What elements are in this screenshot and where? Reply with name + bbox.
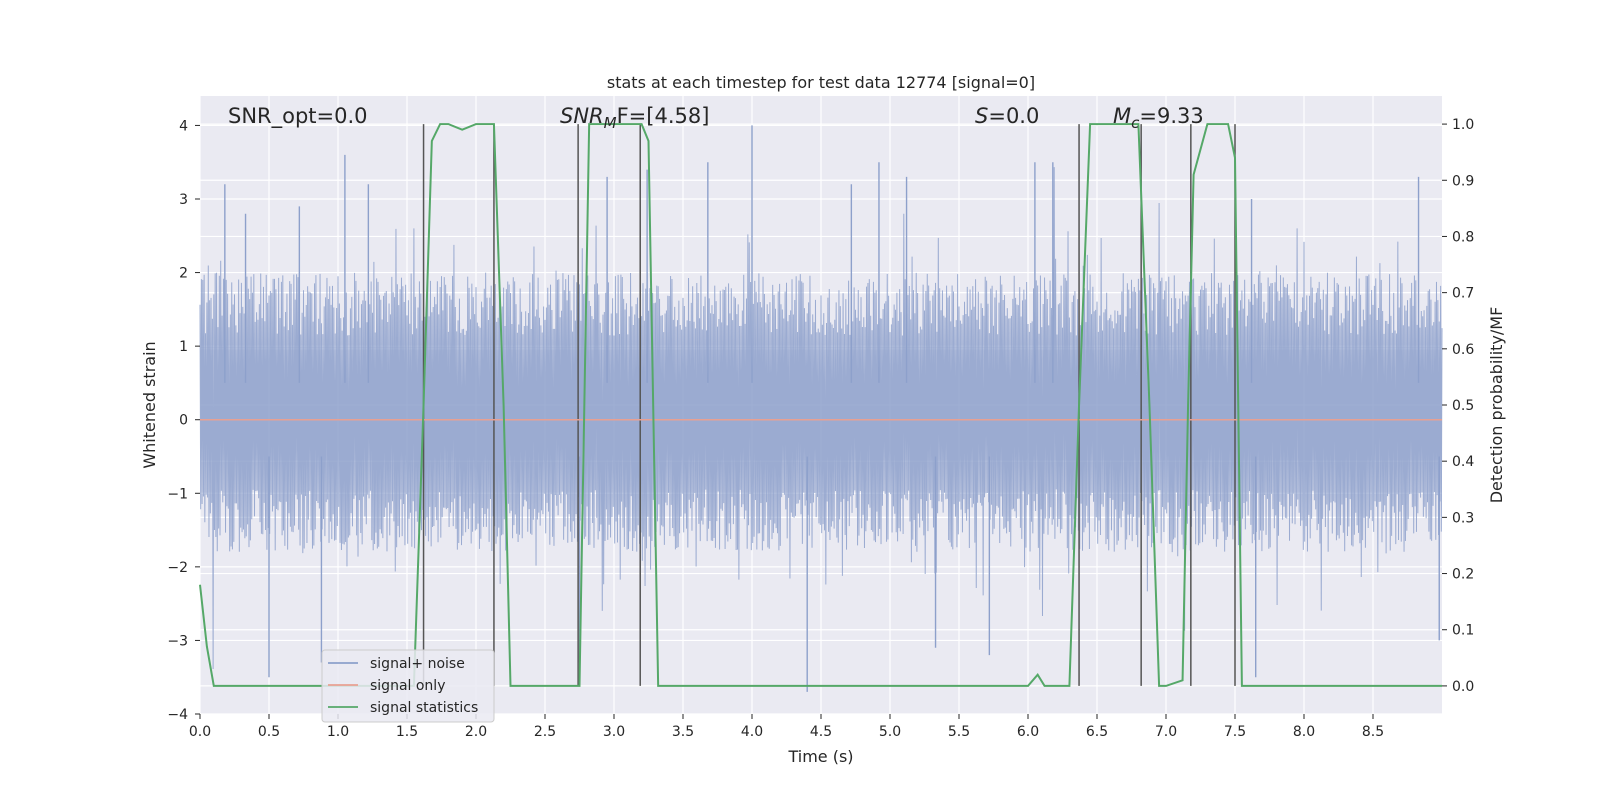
y2-tick-label: 0.9 (1452, 173, 1474, 189)
x-tick-label: 7.0 (1155, 724, 1177, 740)
y-tick-label: −1 (167, 486, 188, 502)
noise-series (199, 125, 1443, 692)
mc-rest: =9.33 (1139, 104, 1203, 128)
mc-subscript: c (1131, 114, 1140, 132)
x-tick-label: 3.5 (672, 724, 694, 740)
x-tick-label: 6.0 (1017, 724, 1039, 740)
y-tick-label: −2 (167, 560, 188, 576)
s-annotation: S=0.0 (975, 104, 1039, 128)
legend-label-statistics: signal statistics (370, 700, 478, 716)
s-main: S (975, 104, 988, 128)
x-tick-label: 0.0 (189, 724, 211, 740)
mc-main: M (1113, 104, 1131, 128)
legend-box (321, 649, 495, 723)
y-axis-label: Whitened strain (140, 341, 159, 468)
y2-tick-label: 0.2 (1452, 567, 1474, 583)
y2-tick-label: 0.1 (1452, 623, 1474, 639)
legend: signal+ noise signal only signal statist… (321, 649, 495, 723)
snr-mf-annotation: SNRMF=[4.58] (560, 104, 709, 132)
y2-axis-label: Detection probability/MF (1487, 307, 1506, 504)
legend-label-noise: signal+ noise (370, 656, 465, 672)
y2-tick-label: 0.4 (1452, 454, 1474, 470)
y2-tick-label: 1.0 (1452, 117, 1474, 133)
s-rest: =0.0 (988, 104, 1039, 128)
x-axis-label: Time (s) (787, 747, 853, 766)
chart-title: stats at each timestep for test data 127… (607, 73, 1035, 92)
y-tick-label: 1 (179, 339, 188, 355)
x-tick-label: 8.5 (1362, 724, 1384, 740)
y2-tick-label: 0.3 (1452, 510, 1474, 526)
snr-mf-subscript: M (604, 114, 617, 132)
y-tick-label: −3 (167, 633, 188, 649)
snr-mf-main: SNR (560, 104, 604, 128)
y-tick-label: 4 (179, 118, 188, 134)
y2-tick-label: 0.5 (1452, 398, 1474, 414)
x-tick-label: 8.0 (1293, 724, 1315, 740)
y-tick-label: 2 (179, 266, 188, 282)
x-tick-label: 2.0 (465, 724, 487, 740)
mc-annotation: Mc=9.33 (1113, 104, 1204, 132)
x-tick-label: 0.5 (258, 724, 280, 740)
statistics-line (199, 123, 1442, 687)
y-tick-label: 0 (179, 413, 188, 429)
y-tick-label: −4 (167, 707, 188, 723)
x-tick-label: 6.5 (1086, 724, 1108, 740)
line-series (199, 123, 1442, 687)
x-tick-label: 7.5 (1224, 724, 1246, 740)
x-tick-label: 4.5 (810, 724, 832, 740)
legend-label-signal: signal only (370, 678, 445, 694)
snr-opt-annotation: SNR_opt=0.0 (228, 104, 368, 129)
y2-tick-label: 0.8 (1452, 229, 1474, 245)
x-tick-label: 4.0 (741, 724, 763, 740)
x-tick-label: 2.5 (534, 724, 556, 740)
x-tick-label: 1.5 (396, 724, 418, 740)
x-tick-label: 5.5 (948, 724, 970, 740)
tick-labels: 0.0 0.5 1.0 1.5 2.0 2.5 3.0 3.5 4.0 4.5 5.0 5.5 6.0 6… (167, 117, 1474, 740)
x-tick-label: 1.0 (327, 724, 349, 740)
y2-tick-label: 0.0 (1452, 679, 1474, 695)
y2-tick-label: 0.7 (1452, 286, 1474, 302)
y2-tick-label: 0.6 (1452, 342, 1474, 358)
x-tick-label: 3.0 (603, 724, 625, 740)
snr-mf-rest: F=[4.58] (617, 104, 710, 128)
x-tick-label: 5.0 (879, 724, 901, 740)
y-tick-label: 3 (179, 192, 188, 208)
